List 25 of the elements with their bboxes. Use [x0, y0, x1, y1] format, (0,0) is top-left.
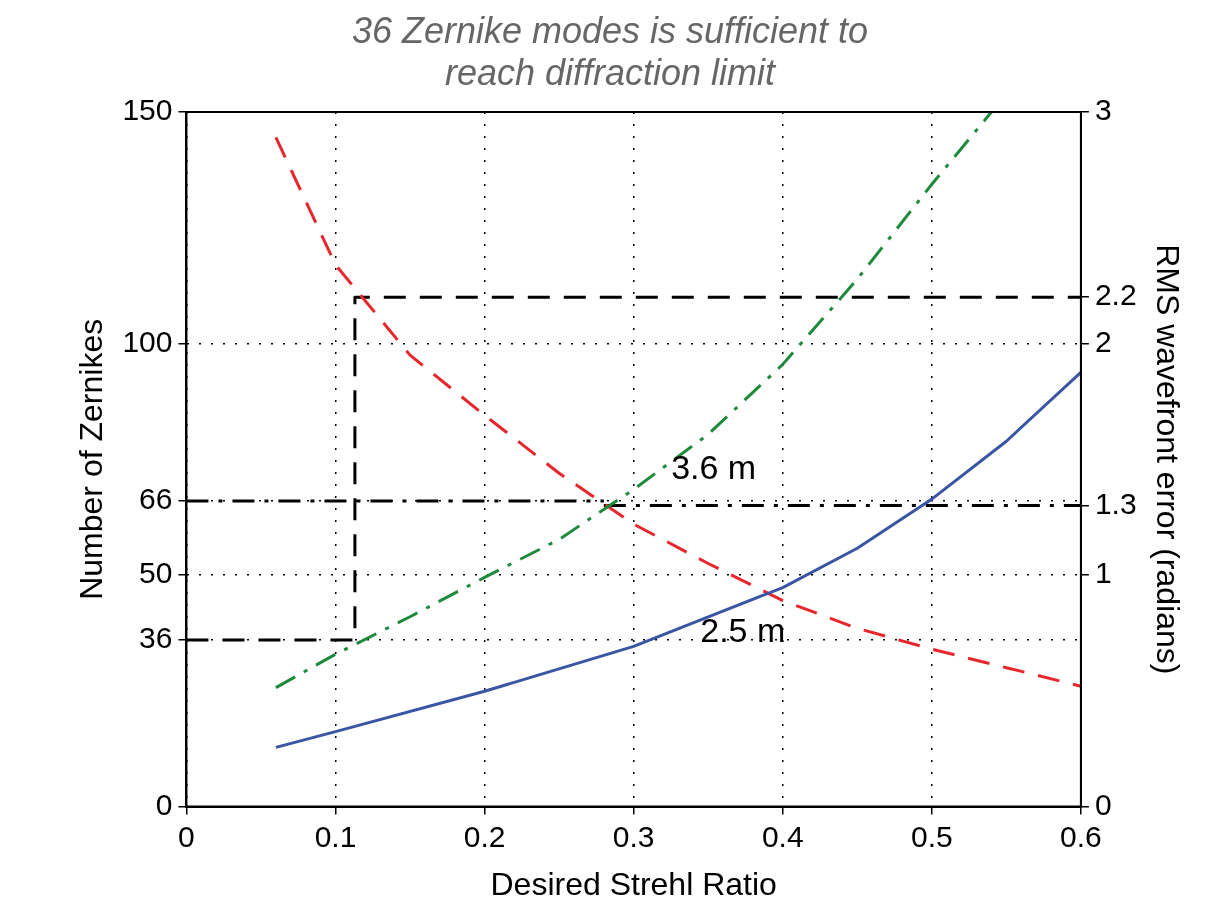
y2-tick-label: 1	[1094, 556, 1112, 590]
x-tick-label: 0.3	[612, 819, 655, 853]
y-tick-label: 50	[139, 556, 173, 590]
x-tick-label: 0	[178, 819, 195, 853]
y2-tick-label: 3	[1094, 93, 1112, 127]
x-tick-label: 0.2	[463, 819, 506, 853]
y2-tick-label: 2	[1094, 324, 1112, 358]
y-tick-label: 150	[122, 93, 173, 127]
y-tick-label: 0	[155, 787, 173, 821]
series-label: 3.6 m	[671, 447, 757, 486]
x-tick-label: 0.1	[314, 819, 357, 853]
y-tick-label: 36	[139, 621, 173, 655]
x-tick-label: 0.6	[1060, 819, 1102, 853]
y2-tick-label: 1.3	[1094, 486, 1137, 520]
chart-title: 36 Zernike modes is sufficient to reach diffraction limit	[350, 10, 870, 94]
y-tick-label: 100	[122, 324, 173, 358]
y-tick-label: 66	[139, 482, 173, 516]
series-label: 2.5 m	[700, 610, 786, 649]
y2-tick-label: 2.2	[1094, 278, 1137, 312]
x-axis-title: Desired Strehl Ratio	[490, 865, 777, 902]
y-axis-title: Number of Zernikes	[73, 318, 110, 600]
x-tick-label: 0.5	[910, 819, 953, 853]
x-tick-label: 0.4	[761, 819, 804, 853]
y2-axis-title: RMS wavefront error (radians)	[1149, 244, 1186, 675]
y2-tick-label: 0	[1094, 787, 1112, 821]
